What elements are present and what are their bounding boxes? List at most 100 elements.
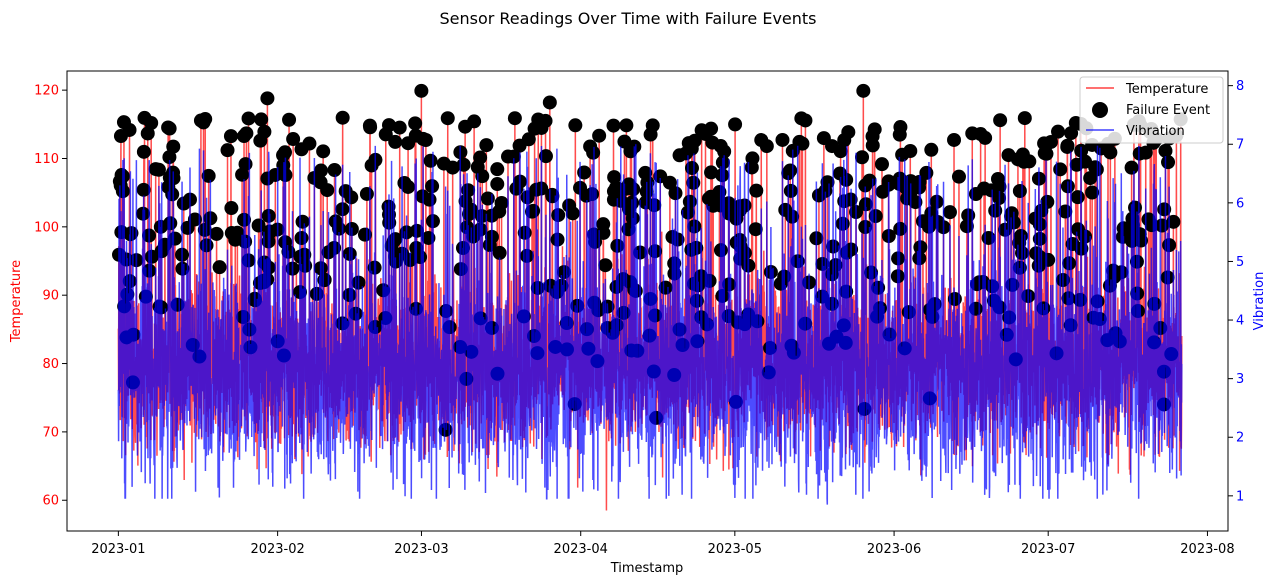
failure-event-point bbox=[903, 144, 918, 159]
failure-event-point bbox=[193, 113, 208, 128]
failure-event-point bbox=[492, 204, 507, 219]
left-y-tick-label: 80 bbox=[42, 357, 59, 372]
failure-event-point bbox=[506, 149, 521, 164]
failure-event-point bbox=[947, 132, 962, 147]
failure-event-point bbox=[855, 150, 870, 165]
failure-event-point bbox=[1064, 126, 1079, 141]
right-y-axis: 1 2 3 4 5 6 7 8 bbox=[1228, 79, 1244, 504]
failure-event-point bbox=[151, 162, 166, 177]
failure-event-point bbox=[162, 121, 177, 136]
failure-event-point bbox=[965, 126, 980, 141]
failure-event-point bbox=[668, 186, 683, 201]
vibration-series bbox=[117, 144, 1183, 505]
failure-event-point bbox=[609, 180, 624, 195]
failure-event-point bbox=[748, 222, 763, 237]
failure-event-point bbox=[401, 136, 416, 151]
failure-event-point bbox=[335, 110, 350, 125]
failure-event-point bbox=[598, 258, 613, 273]
failure-event-point bbox=[858, 178, 873, 193]
failure-event-point bbox=[416, 131, 431, 146]
failure-event-point bbox=[820, 175, 835, 190]
failure-event-point bbox=[745, 151, 760, 166]
failure-event-point bbox=[538, 149, 553, 164]
failure-event-point bbox=[833, 144, 848, 159]
failure-event-point bbox=[230, 225, 245, 240]
failure-event-point bbox=[423, 153, 438, 168]
failure-event-point bbox=[490, 177, 505, 192]
failure-event-point bbox=[223, 129, 238, 144]
failure-event-point bbox=[951, 169, 966, 184]
failure-event-point bbox=[1070, 190, 1085, 205]
failure-event-point bbox=[314, 163, 329, 178]
left-y-tick-label: 60 bbox=[42, 494, 59, 509]
failure-event-point bbox=[1128, 200, 1143, 215]
failure-event-point bbox=[783, 183, 798, 198]
failure-event-point bbox=[201, 168, 216, 183]
left-y-tick-label: 70 bbox=[42, 425, 59, 440]
failure-event-point bbox=[538, 113, 553, 128]
failure-event-point bbox=[783, 163, 798, 178]
failure-event-point bbox=[254, 112, 269, 127]
failure-event-point bbox=[867, 122, 882, 137]
failure-event-point bbox=[775, 132, 790, 147]
left-y-axis-title: Temperature bbox=[9, 260, 24, 343]
failure-event-point bbox=[165, 187, 180, 202]
failure-event-point bbox=[440, 111, 455, 126]
failure-event-point bbox=[1124, 160, 1139, 175]
left-y-axis: 60 70 80 90 100 110 120 bbox=[34, 84, 67, 509]
failure-event-point bbox=[294, 230, 309, 245]
plot-frame bbox=[66, 70, 1229, 532]
right-y-tick-label: 3 bbox=[1236, 372, 1244, 387]
failure-event-point bbox=[124, 226, 139, 241]
legend-failure-label: Failure Event bbox=[1126, 103, 1210, 118]
failure-event-point bbox=[619, 118, 634, 133]
failure-event-point bbox=[1085, 185, 1100, 200]
failure-event-point bbox=[568, 118, 583, 133]
right-y-tick-label: 2 bbox=[1236, 431, 1244, 446]
left-y-tick-label: 110 bbox=[34, 152, 59, 167]
failure-event-point bbox=[237, 129, 252, 144]
failure-event-point bbox=[577, 165, 592, 180]
failure-event-point bbox=[490, 162, 505, 177]
failure-event-point bbox=[1155, 218, 1170, 233]
failure-event-point bbox=[1166, 214, 1181, 229]
failure-event-point bbox=[114, 168, 129, 183]
failure-event-point bbox=[241, 111, 256, 126]
failure-event-point bbox=[458, 194, 473, 209]
failure-event-point bbox=[1158, 143, 1173, 158]
failure-event-point bbox=[286, 132, 301, 147]
failure-event-point bbox=[977, 181, 992, 196]
legend-temperature-label: Temperature bbox=[1125, 82, 1208, 97]
failure-event-point bbox=[1078, 154, 1093, 169]
failure-event-point bbox=[942, 205, 957, 220]
failure-event-point bbox=[990, 171, 1005, 186]
left-y-tick-label: 120 bbox=[34, 84, 59, 99]
failure-event-point bbox=[729, 211, 744, 226]
failure-event-point bbox=[197, 222, 212, 237]
failure-event-point bbox=[362, 118, 377, 133]
failure-event-point bbox=[592, 128, 607, 143]
legend-failure-swatch bbox=[1092, 102, 1108, 118]
failure-event-point bbox=[993, 113, 1008, 128]
failure-event-point bbox=[892, 127, 907, 142]
right-y-tick-label: 8 bbox=[1236, 79, 1244, 94]
legend: Temperature Failure Event Vibration bbox=[1079, 76, 1224, 144]
failure-event-point bbox=[638, 165, 653, 180]
x-tick-label: 2023-02 bbox=[250, 542, 304, 557]
failure-event-point bbox=[260, 91, 275, 106]
left-y-tick-label: 90 bbox=[42, 289, 59, 304]
failure-event-point bbox=[621, 177, 636, 192]
x-tick-label: 2023-04 bbox=[554, 542, 608, 557]
failure-event-point bbox=[357, 227, 372, 242]
failure-event-point bbox=[359, 186, 374, 201]
failure-event-point bbox=[212, 260, 227, 275]
failure-event-point bbox=[512, 138, 527, 153]
failure-event-point bbox=[282, 112, 297, 127]
failure-event-point bbox=[792, 134, 807, 149]
failure-event-point bbox=[893, 221, 908, 236]
failure-event-point bbox=[327, 163, 342, 178]
failure-event-point bbox=[509, 181, 524, 196]
failure-event-point bbox=[113, 129, 128, 144]
failure-event-point bbox=[316, 144, 331, 159]
failure-event-point bbox=[466, 229, 481, 244]
